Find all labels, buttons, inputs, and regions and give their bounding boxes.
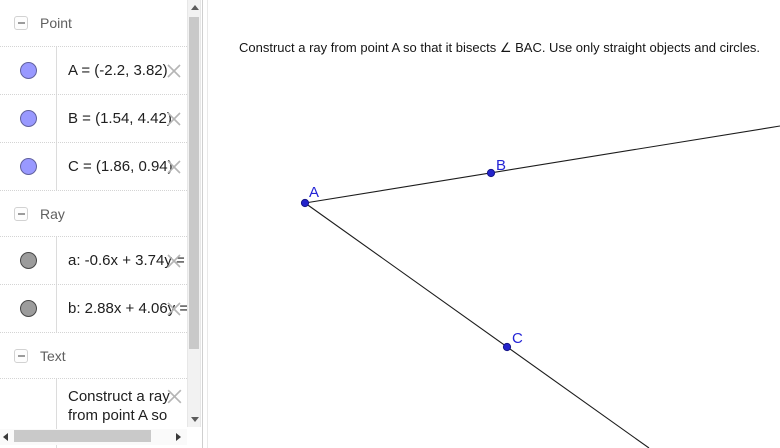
minus-bar — [17, 212, 25, 215]
ray-b-equation[interactable]: b: 2.88x + 4.06y = — [68, 300, 187, 317]
collapse-minus-icon[interactable] — [14, 206, 28, 221]
minus-bar — [17, 22, 25, 24]
point-b-dot[interactable] — [486, 168, 496, 178]
visibility-toggle-circle-icon[interactable] — [19, 252, 37, 269]
icon-cell — [0, 237, 57, 284]
sidebar-vertical-scrollbar[interactable] — [187, 0, 201, 427]
delete-x-icon[interactable] — [165, 110, 183, 128]
ray-a-line[interactable] — [304, 125, 780, 204]
graphics-view[interactable]: Construct a ray from point A so that it … — [208, 0, 780, 448]
delete-x-icon[interactable] — [165, 252, 183, 270]
section-header-ray: Ray — [0, 190, 187, 236]
algebra-row-ray-a[interactable]: a: -0.6x + 3.74y = — [0, 236, 187, 284]
algebra-panel: Point A = (-2.2, 3.82) B = (1.54, 4.42) — [0, 0, 187, 448]
algebra-row-point-c[interactable]: C = (1.86, 0.94) — [0, 142, 187, 190]
point-a-dot[interactable] — [300, 198, 310, 208]
scroll-down-arrow-icon[interactable] — [191, 417, 199, 422]
visibility-toggle-circle-icon[interactable] — [19, 62, 37, 79]
point-a-label[interactable]: A — [309, 184, 319, 201]
delete-x-icon[interactable] — [165, 62, 183, 80]
row-content: a: -0.6x + 3.74y = — [57, 237, 187, 284]
row-content: B = (1.54, 4.42) — [57, 95, 187, 142]
delete-x-icon[interactable] — [165, 300, 183, 318]
ray-a-equation[interactable]: a: -0.6x + 3.74y = — [68, 252, 185, 269]
point-a-definition[interactable]: A = (-2.2, 3.82) — [68, 62, 168, 79]
section-header-text: Text — [0, 332, 187, 378]
canvas-instruction-text[interactable]: Construct a ray from point A so that it … — [239, 40, 761, 55]
geometry-drawing[interactable]: A B C — [208, 0, 780, 448]
visibility-toggle-circle-icon[interactable] — [19, 158, 37, 175]
minus-bar — [17, 354, 25, 357]
scroll-right-arrow-icon[interactable] — [176, 433, 181, 441]
scroll-up-arrow-icon[interactable] — [191, 5, 199, 10]
icon-cell — [0, 285, 57, 332]
icon-cell — [0, 143, 57, 190]
icon-cell — [0, 379, 57, 448]
algebra-row-ray-b[interactable]: b: 2.88x + 4.06y = — [0, 284, 187, 332]
scroll-left-arrow-icon[interactable] — [3, 433, 8, 441]
delete-x-icon[interactable] — [165, 387, 183, 405]
row-content: Construct a ray from point A so — [57, 379, 187, 425]
section-label-point: Point — [40, 15, 72, 31]
point-b-label[interactable]: B — [496, 157, 506, 174]
row-content: b: 2.88x + 4.06y = — [57, 285, 187, 332]
canvas-border — [207, 0, 208, 448]
section-label-ray: Ray — [40, 205, 65, 222]
panel-divider — [202, 0, 203, 448]
delete-x-icon[interactable] — [165, 158, 183, 176]
algebra-row-point-a[interactable]: A = (-2.2, 3.82) — [0, 46, 187, 94]
section-header-point: Point — [0, 0, 187, 46]
point-c-definition[interactable]: C = (1.86, 0.94) — [68, 158, 173, 175]
icon-cell — [0, 47, 57, 94]
row-content: A = (-2.2, 3.82) — [57, 47, 187, 94]
icon-cell — [0, 95, 57, 142]
collapse-minus-icon[interactable] — [14, 348, 28, 363]
visibility-toggle-circle-icon[interactable] — [19, 110, 37, 127]
algebra-row-point-b[interactable]: B = (1.54, 4.42) — [0, 94, 187, 142]
section-label-text: Text — [40, 347, 66, 364]
horizontal-scrollbar-thumb[interactable] — [14, 430, 151, 442]
text-object-preview[interactable]: Construct a ray from point A so — [68, 388, 170, 424]
visibility-toggle-circle-icon[interactable] — [19, 300, 37, 317]
collapse-minus-icon[interactable] — [14, 16, 28, 30]
point-b-definition[interactable]: B = (1.54, 4.42) — [68, 110, 172, 127]
row-content: C = (1.86, 0.94) — [57, 143, 187, 190]
sidebar-horizontal-scrollbar[interactable] — [0, 429, 187, 445]
ray-b-line[interactable] — [304, 202, 650, 448]
vertical-scrollbar-thumb[interactable] — [189, 17, 199, 349]
point-c-label[interactable]: C — [512, 330, 523, 347]
algebra-row-text1[interactable]: Construct a ray from point A so — [0, 378, 187, 448]
point-c-dot[interactable] — [502, 342, 512, 352]
